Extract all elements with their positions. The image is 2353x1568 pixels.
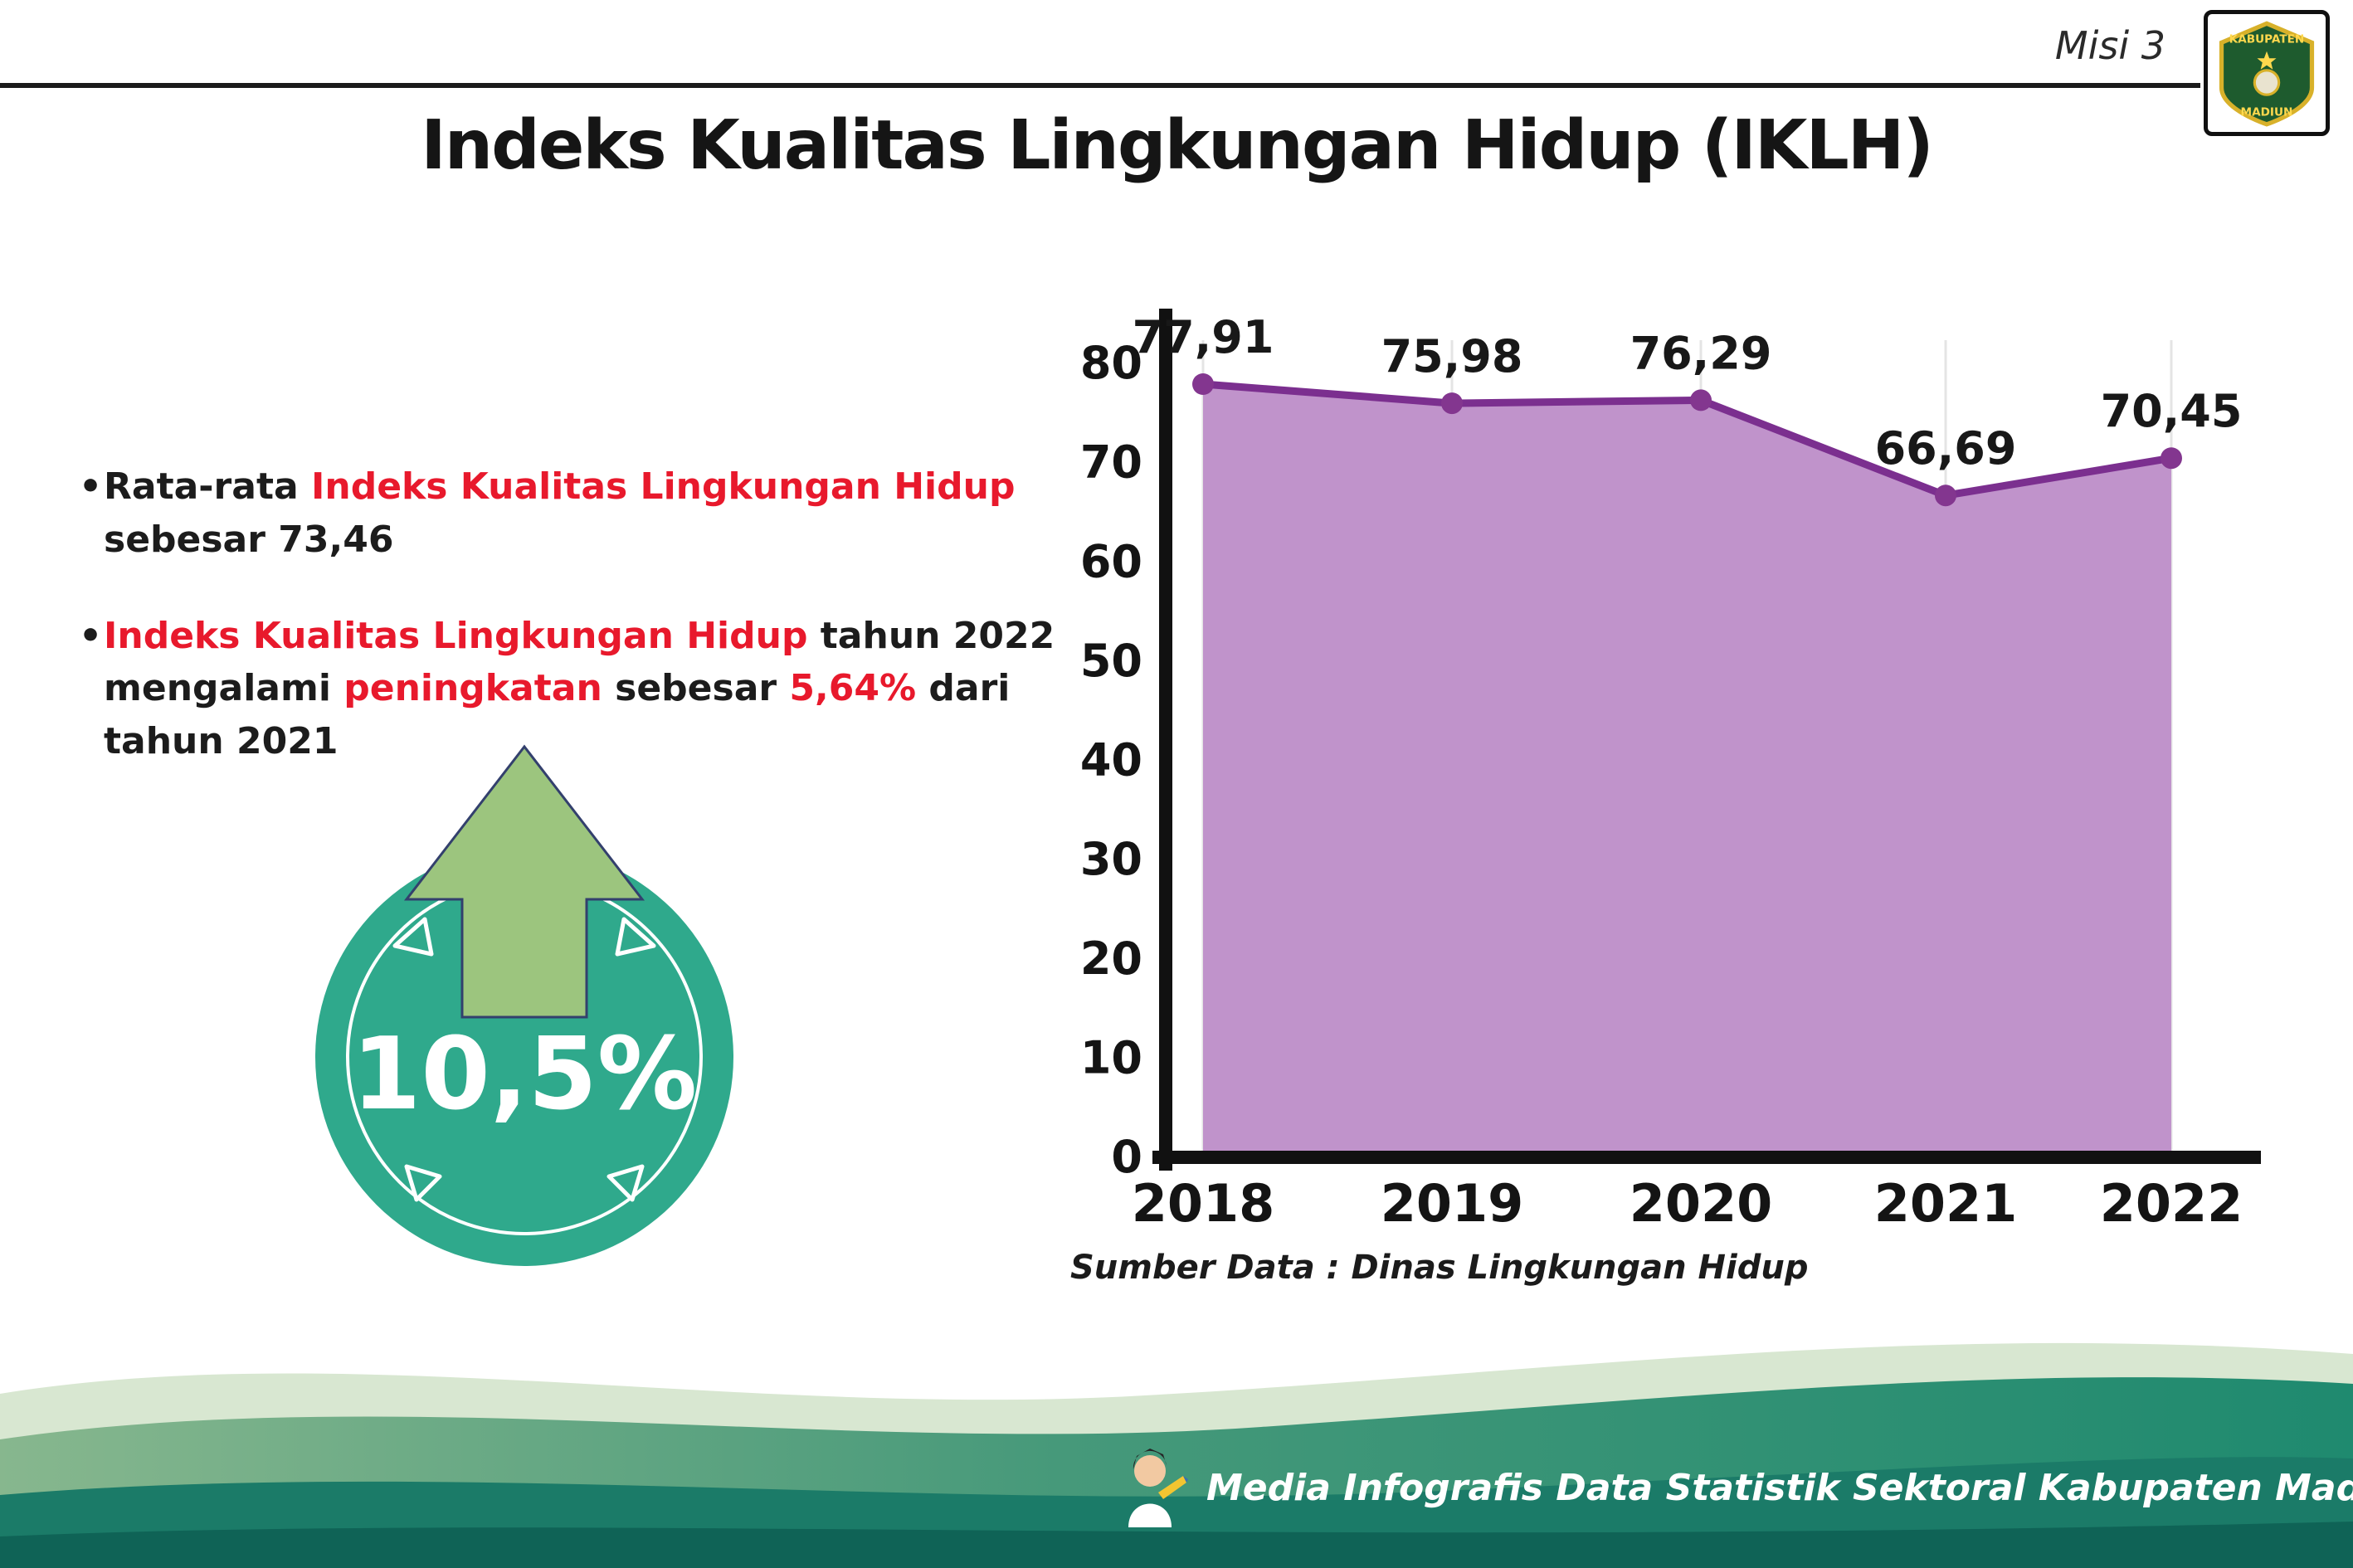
bullet-item-average: • Rata-rata Indeks Kualitas Lingkungan H… (79, 460, 1108, 567)
bullet1-text-plain: Rata-rata (104, 465, 311, 508)
value-label: 76,29 (1630, 327, 1772, 379)
data-point (2161, 447, 2182, 470)
ring-tick-icon (607, 1164, 645, 1202)
x-tick-label: 2020 (1630, 1173, 1773, 1234)
y-tick-label: 50 (1080, 635, 1142, 687)
footer-wave-deep (0, 1522, 2353, 1568)
y-tick-label: 40 (1080, 734, 1142, 786)
kabupaten-madiun-logo: KABUPATEN MADIUN (2204, 10, 2330, 136)
x-tick-label: 2022 (2100, 1173, 2243, 1234)
header-rule (0, 83, 2200, 88)
value-label: 70,45 (2101, 385, 2243, 437)
y-tick-label: 20 (1080, 933, 1142, 985)
y-tick-label: 30 (1080, 833, 1142, 885)
source-note: Sumber Data : Dinas Lingkungan Hidup (1070, 1249, 1809, 1287)
value-label: 77,91 (1133, 311, 1274, 363)
logo-bottom-text: MADIUN (2241, 105, 2293, 119)
value-label: 66,69 (1875, 422, 2017, 475)
bullet2-text-sebesar: sebesar (602, 667, 790, 710)
logo-emblem (2253, 69, 2281, 96)
y-tick-label: 60 (1080, 535, 1142, 587)
data-point (1935, 485, 1956, 507)
y-axis-labels: 0 10 20 30 40 50 60 70 80 (1080, 337, 1142, 1183)
x-tick-label: 2019 (1381, 1173, 1524, 1234)
ring-tick-icon (615, 917, 656, 957)
bullet-item-increase: • Indeks Kualitas Lingkungan Hidup tahun… (79, 610, 1108, 768)
bullet-list: • Rata-rata Indeks Kualitas Lingkungan H… (79, 460, 1108, 811)
up-arrow-icon (403, 744, 645, 1019)
badge-value: 10,5% (352, 1017, 697, 1132)
data-point (1441, 392, 1463, 415)
mascot-icon (1128, 1449, 1188, 1527)
footer-wave (0, 1342, 2353, 1568)
iklh-area-chart: 0 10 20 30 40 50 60 70 80 2018 2019 2020 2021 2022 7… (1080, 309, 2261, 1234)
value-labels: 77,91 75,98 76,29 66,69 70,45 (1133, 311, 2243, 475)
bullet2-text-percent: 5,64% (789, 667, 917, 710)
bullet2-text-tail: dari tahun 2021 (104, 667, 1011, 763)
y-tick-label: 10 (1080, 1031, 1142, 1083)
x-tick-label: 2021 (1874, 1173, 2018, 1234)
bullet1-text-highlight: Indeks Kualitas Lingkungan Hidup (311, 465, 1016, 508)
bullet-dot: • (79, 465, 103, 508)
bullet2-text-highlight: Indeks Kualitas Lingkungan Hidup (104, 614, 808, 657)
ring-tick-icon (404, 1164, 442, 1202)
bullet2-text-peningkatan: peningkatan (343, 667, 602, 710)
bullet1-text-value: sebesar 73,46 (104, 518, 394, 561)
footer-brand: Media Infografis Data Statistik Sektoral… (1112, 1442, 2353, 1533)
value-label: 75,98 (1381, 330, 1523, 382)
bullet2-text-plain: tahun 2022 mengalami (104, 614, 1055, 710)
x-tick-label: 2018 (1132, 1173, 1275, 1234)
data-point (1690, 389, 1712, 411)
footer-text: Media Infografis Data Statistik Sektoral… (1206, 1466, 2353, 1509)
y-tick-label: 80 (1080, 337, 1142, 389)
logo-star-icon (2257, 51, 2277, 70)
y-tick-label: 70 (1080, 436, 1142, 489)
data-point (1192, 373, 1214, 396)
misi-label: Misi 3 (2054, 23, 2165, 68)
ring-tick-icon (392, 917, 434, 957)
logo-top-text: KABUPATEN (2229, 32, 2305, 46)
increase-badge: 10,5% (315, 744, 733, 1266)
data-points (1192, 373, 2182, 507)
y-tick-label: 0 (1111, 1131, 1142, 1183)
x-axis-labels: 2018 2019 2020 2021 2022 (1132, 1173, 2243, 1234)
page-title: Indeks Kualitas Lingkungan Hidup (IKLH) (421, 106, 1934, 185)
area-series (1203, 384, 2171, 1158)
logo-crest-icon: KABUPATEN MADIUN (2219, 21, 2315, 127)
bullet-dot: • (79, 614, 103, 657)
